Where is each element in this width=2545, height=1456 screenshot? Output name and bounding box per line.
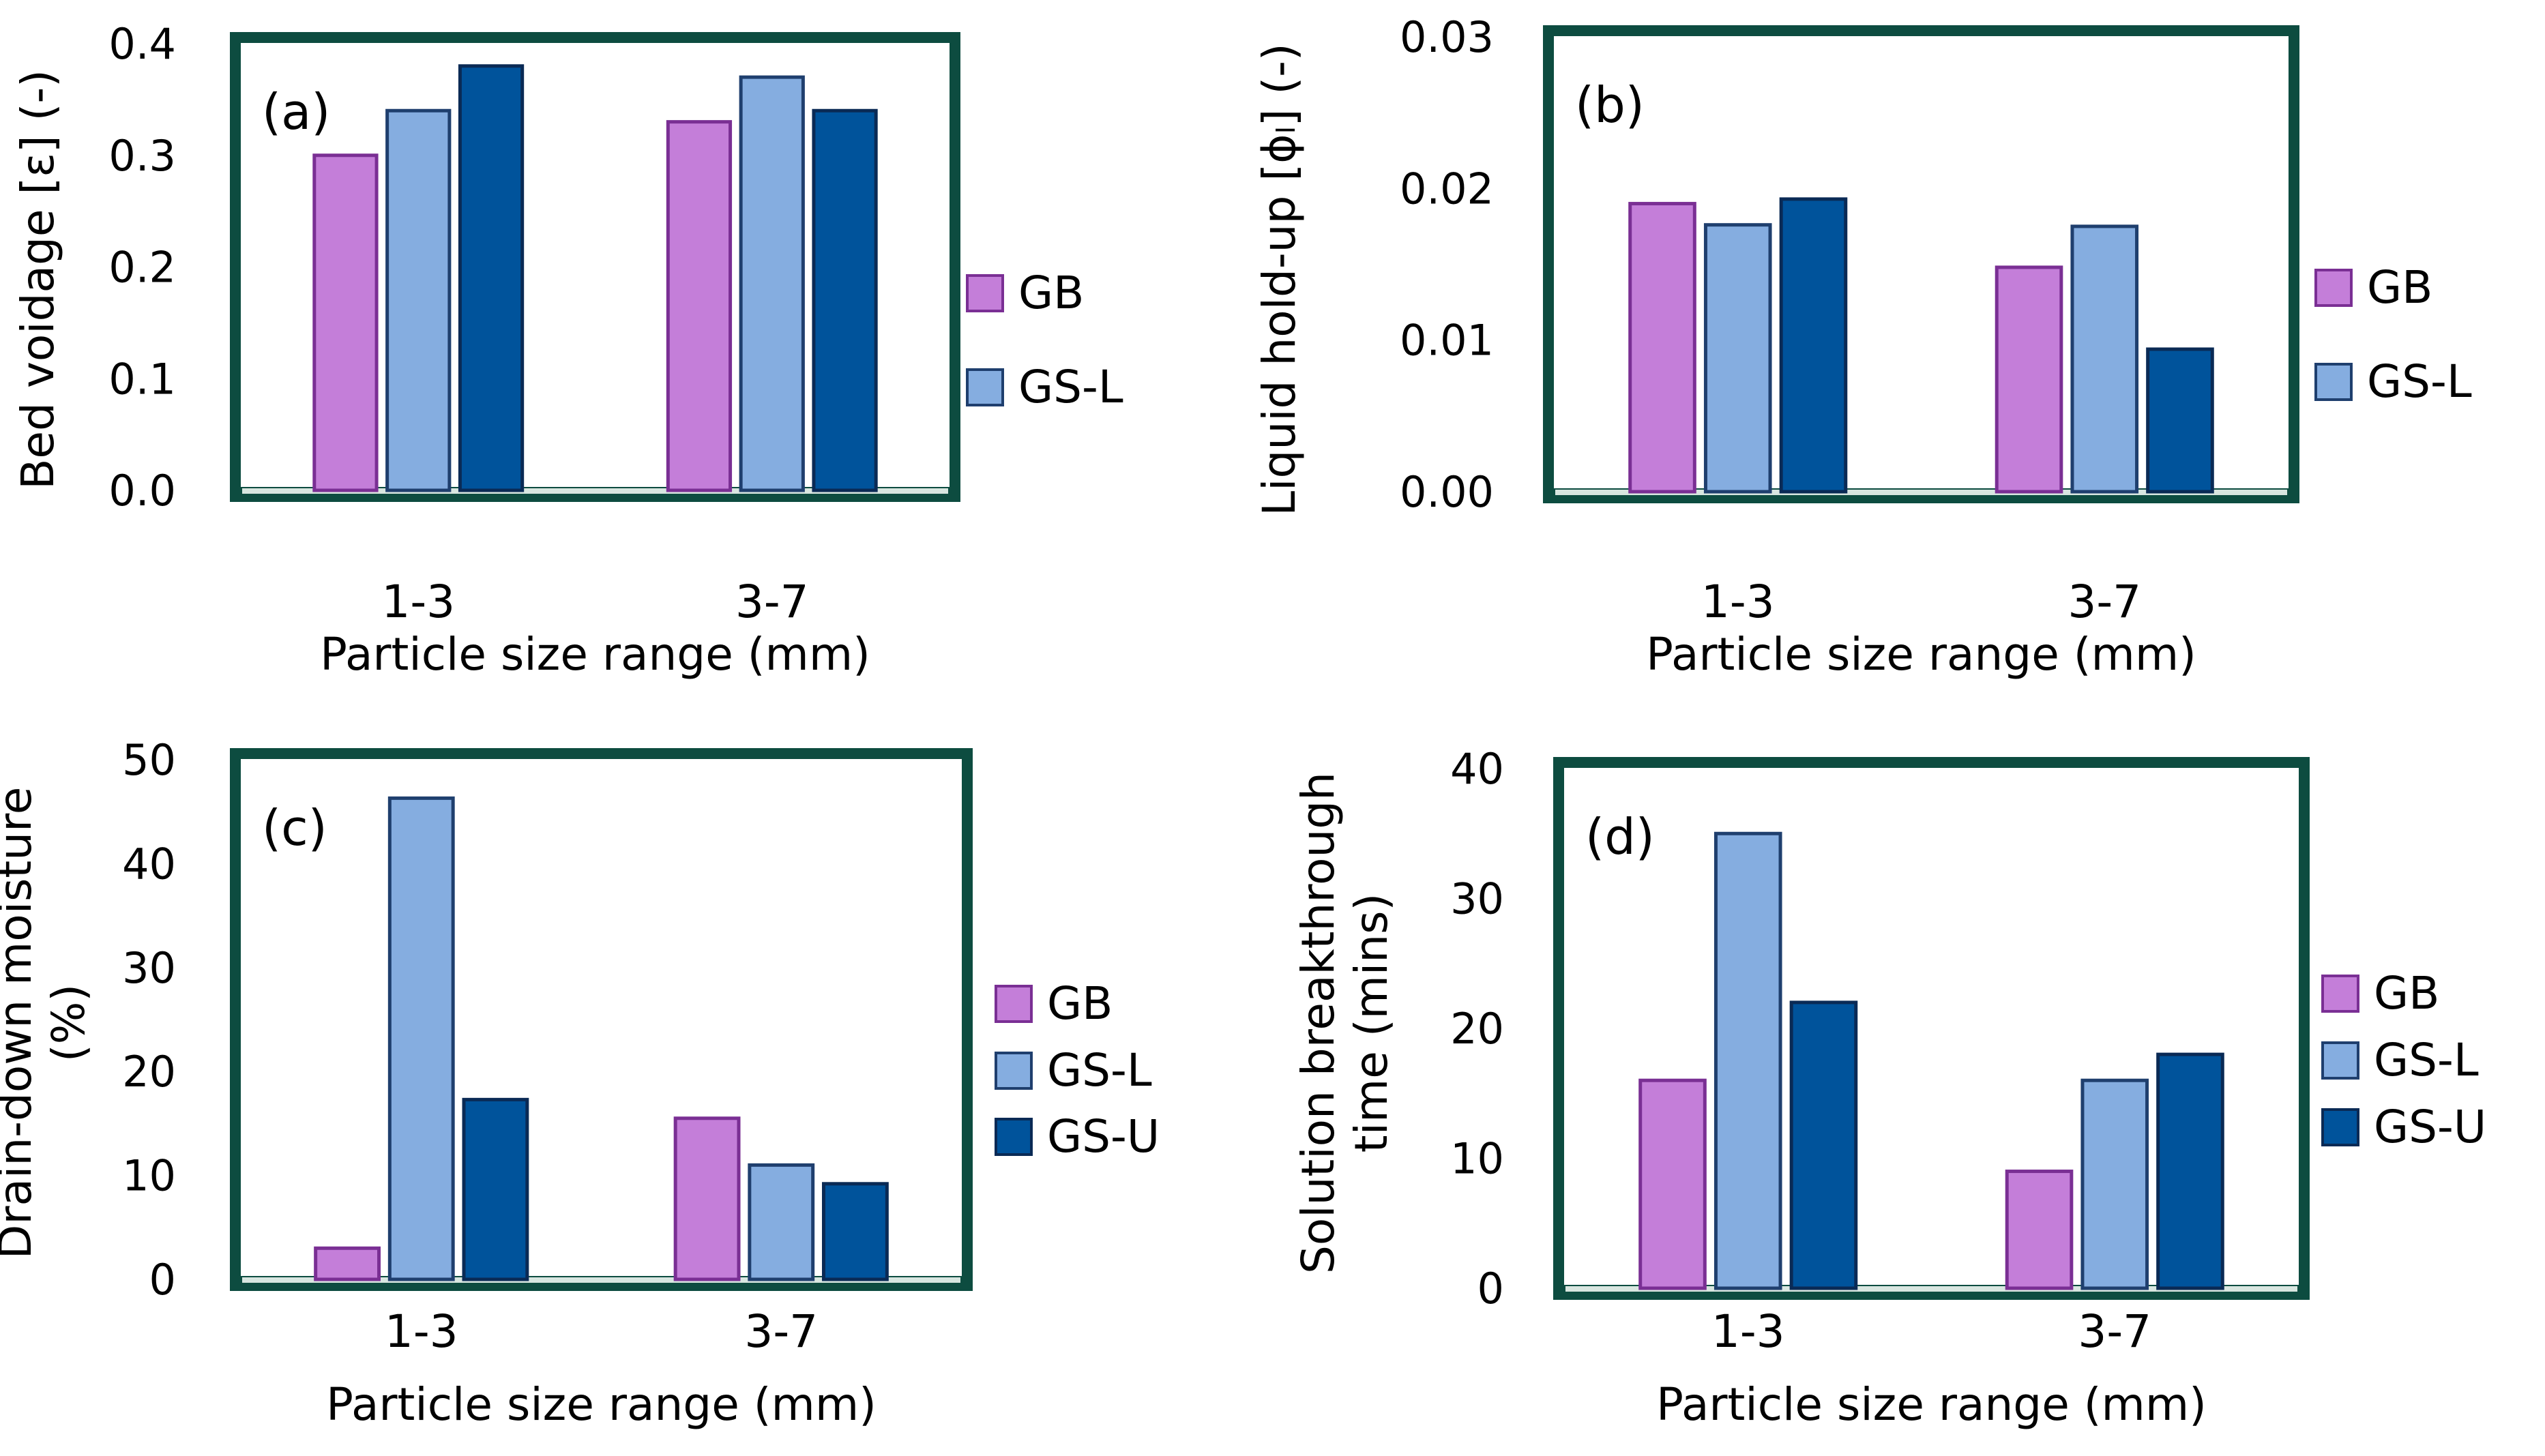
y-tick-label: 0 [1477, 1264, 1504, 1313]
legend-label: GS-L [2374, 1034, 2479, 1086]
y-tick-label: 40 [122, 839, 176, 889]
bar-gb-1-3 [312, 153, 379, 492]
bar-gs-u-1-3 [1789, 1000, 1858, 1290]
y-tick-label: 0.02 [1400, 164, 1494, 213]
x-category-label: 1-3 [385, 1305, 458, 1358]
y-tick-label: 10 [1450, 1134, 1504, 1184]
bar-gs-l-1-3 [385, 108, 452, 492]
bar-gs-u-1-3 [458, 64, 525, 492]
y-tick-label: 0.01 [1400, 316, 1494, 366]
legend-label: GB [2374, 967, 2439, 1020]
bar-gs-u-3-7 [821, 1182, 889, 1281]
legend-swatch [995, 1052, 1033, 1090]
bar-gb-1-3 [1638, 1078, 1707, 1290]
bar-gb-3-7 [673, 1116, 741, 1281]
y-tick-label: 20 [122, 1047, 176, 1097]
bar-gs-u-3-7 [812, 108, 878, 492]
y-tick-label: 0.0 [108, 466, 176, 516]
legend-swatch [2314, 269, 2353, 307]
bar-gs-l-3-7 [739, 75, 805, 492]
x-axis-title: Particle size range (mm) [1646, 628, 2196, 681]
panel-label: (d) [1585, 808, 1655, 865]
panel-label: (b) [1575, 76, 1645, 134]
y-axis-title-line: (%) [42, 984, 95, 1062]
x-axis-title: Particle size range (mm) [320, 628, 870, 681]
bar-gb-3-7 [666, 120, 733, 492]
x-axis-baseline [241, 1276, 962, 1284]
x-axis-baseline [241, 487, 950, 495]
legend-label: GS-U [2374, 1101, 2486, 1153]
chart-panel-2: 0.00 0.01 0.02 0.03 1-3 3-7 (b) Particle size r… [1253, 12, 2472, 681]
x-category-label: 3-7 [2078, 1305, 2151, 1358]
x-category-label: 3-7 [735, 576, 809, 628]
bar-gs-l-3-7 [2080, 1078, 2149, 1290]
chart-panel-1: 0.0 0.1 0.2 0.3 0.4 1-3 3-7 (a) Particle size ra… [12, 19, 1123, 681]
legend-label: GB [1047, 977, 1113, 1030]
bar-gs-l-3-7 [2070, 224, 2139, 494]
y-axis-title-line: Solution breakthrough [1292, 772, 1344, 1274]
y-axis-title: Solution breakthroughtime (mins) [1292, 772, 1398, 1274]
bar-gb-1-3 [314, 1246, 381, 1281]
x-axis-baseline [1554, 488, 2289, 496]
y-axis-title: Drain-down moisture(%) [0, 787, 95, 1260]
y-tick-label: 0.03 [1400, 12, 1494, 62]
panel-label: (a) [262, 83, 330, 140]
bar-gs-l-3-7 [748, 1163, 815, 1281]
legend-swatch [2321, 1108, 2359, 1146]
y-tick-label: 50 [122, 735, 176, 785]
y-tick-label: 20 [1450, 1004, 1504, 1054]
y-tick-label: 0.4 [108, 19, 176, 69]
panel-label: (c) [262, 799, 327, 857]
bar-gs-l-1-3 [1713, 831, 1782, 1290]
x-category-label: 1-3 [1711, 1305, 1785, 1358]
chart-panel-3: 0 10 20 30 40 50 1-3 3-7 (c) Particle size range … [0, 735, 1160, 1431]
legend-label: GS-L [1047, 1044, 1152, 1097]
y-tick-label: 0.00 [1400, 467, 1494, 517]
x-category-label: 1-3 [1701, 576, 1775, 628]
y-axis-title-line: Drain-down moisture [0, 787, 42, 1260]
legend-label: GB [2367, 261, 2432, 314]
bar-gb-1-3 [1628, 202, 1696, 494]
bar-gs-u-1-3 [462, 1097, 529, 1281]
y-axis-title-line: Liquid hold-up [ϕₗ] (-) [1253, 43, 1306, 516]
y-axis-title: Bed voidage [ε] (-) [12, 70, 64, 490]
legend-swatch [966, 274, 1004, 312]
x-category-label: 3-7 [2068, 576, 2141, 628]
legend-swatch [2321, 975, 2359, 1013]
y-tick-label: 0.1 [108, 354, 176, 404]
bar-gs-u-3-7 [2156, 1052, 2224, 1290]
bar-gs-l-1-3 [387, 796, 455, 1281]
legend-swatch [995, 985, 1033, 1023]
x-axis-title: Particle size range (mm) [326, 1378, 877, 1431]
y-tick-label: 0.2 [108, 243, 176, 293]
chart-panel-4: 0 10 20 30 40 1-3 3-7 (d) Particle size range (m… [1292, 744, 2486, 1431]
bar-gs-l-1-3 [1703, 223, 1772, 494]
bar-gb-3-7 [2005, 1170, 2074, 1290]
y-tick-label: 0 [149, 1255, 176, 1305]
legend-swatch [966, 368, 1004, 406]
y-tick-label: 40 [1450, 744, 1504, 794]
legend-label: GS-L [2367, 355, 2472, 408]
legend-swatch [2314, 363, 2353, 401]
x-category-label: 3-7 [744, 1305, 818, 1358]
x-axis-baseline [1564, 1285, 2299, 1293]
y-tick-label: 0.3 [108, 131, 176, 181]
y-tick-label: 30 [122, 943, 176, 993]
x-category-label: 1-3 [381, 576, 455, 628]
y-tick-label: 30 [1450, 874, 1504, 924]
legend-label: GS-U [1047, 1110, 1160, 1163]
legend-label: GB [1018, 267, 1084, 319]
bar-gb-3-7 [1995, 265, 2063, 494]
bar-gs-u-1-3 [1779, 197, 1848, 494]
y-axis-title-line: Bed voidage [ε] (-) [12, 70, 64, 490]
legend-label: GS-L [1018, 361, 1123, 413]
y-axis-title-line: time (mins) [1345, 893, 1398, 1153]
y-tick-label: 10 [122, 1151, 176, 1201]
y-axis-title: Liquid hold-up [ϕₗ] (-) [1253, 43, 1306, 516]
legend-swatch [2321, 1041, 2359, 1080]
legend-swatch [995, 1118, 1033, 1156]
bar-gs-u-3-7 [2146, 347, 2214, 494]
x-axis-title: Particle size range (mm) [1656, 1378, 2207, 1431]
